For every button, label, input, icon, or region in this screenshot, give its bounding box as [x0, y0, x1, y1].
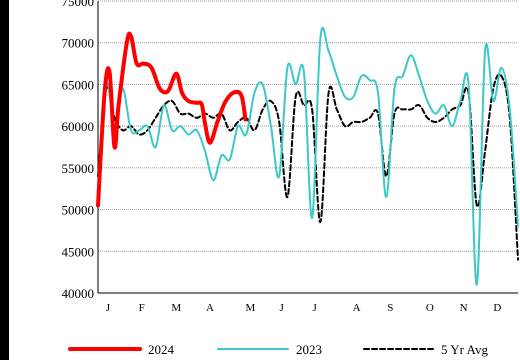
month-label: M — [171, 302, 181, 314]
y-tick-label: 65000 — [62, 77, 95, 92]
y-tick-label: 75000 — [62, 0, 95, 9]
month-label: J — [106, 302, 111, 314]
month-label: D — [493, 302, 501, 314]
month-label: A — [353, 302, 361, 314]
series-line-5-yr-avg — [97, 73, 519, 261]
y-tick-label: 40000 — [62, 286, 95, 301]
legend: 2024 2023 5 Yr Avg — [68, 342, 488, 357]
legend-label-5-yr-avg: 5 Yr Avg — [441, 342, 488, 357]
month-label: S — [387, 302, 393, 314]
y-tick-label: 60000 — [62, 119, 95, 134]
legend-label-2024: 2024 — [148, 342, 175, 357]
legend-label-2023: 2023 — [296, 342, 322, 357]
y-tick-label: 70000 — [62, 36, 95, 51]
y-axis: 40000 45000 50000 55000 60000 65000 70000 75000 — [62, 0, 99, 301]
month-label: O — [426, 302, 434, 314]
left-edge-bar — [0, 0, 9, 360]
month-label: N — [460, 302, 468, 314]
y-tick-label: 45000 — [62, 244, 95, 259]
series-line-2024 — [96, 31, 248, 208]
series-line-2023 — [97, 27, 519, 286]
month-label: M — [245, 302, 255, 314]
month-label: J — [312, 302, 317, 314]
y-tick-label: 50000 — [62, 203, 95, 218]
month-label: F — [139, 302, 145, 314]
y-tick-label: 55000 — [62, 161, 95, 176]
month-label: A — [206, 302, 214, 314]
series-lines — [96, 27, 519, 286]
month-label: J — [280, 302, 285, 314]
